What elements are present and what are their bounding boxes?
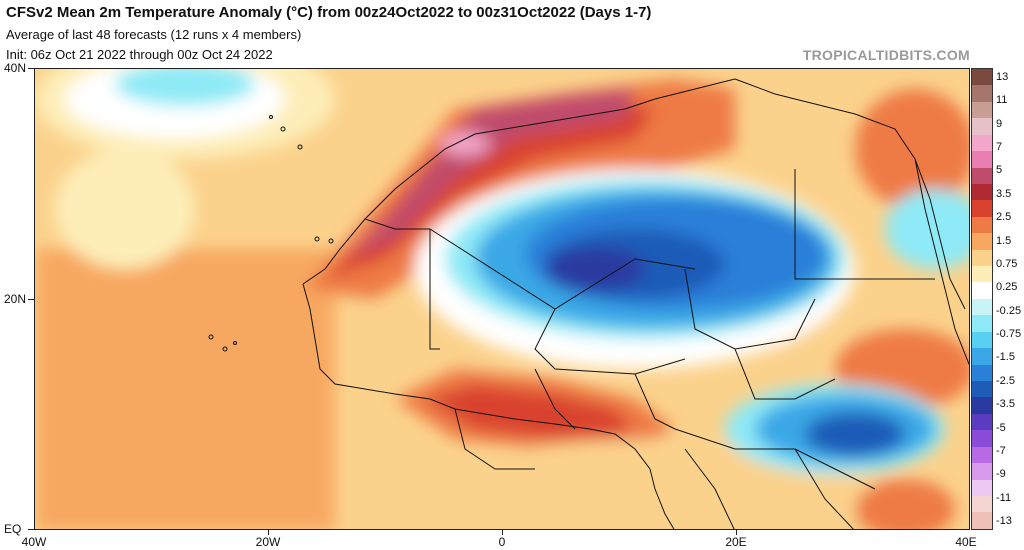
colorbar-tick-label: 0.25 xyxy=(996,281,1018,294)
tick-mark xyxy=(28,68,34,69)
brand-watermark: TROPICALTIDBITS.COM xyxy=(802,47,970,63)
colorbar-tick-label: 7 xyxy=(996,141,1003,154)
colorbar-swatch xyxy=(972,512,992,529)
map-subtitle-forecasts: Average of last 48 forecasts (12 runs x … xyxy=(6,27,302,42)
colorbar-tick-label: -7 xyxy=(996,444,1006,457)
lon-label-20e: 20E xyxy=(725,535,747,549)
colorbar-swatch xyxy=(972,495,992,513)
colorbar-swatch xyxy=(972,446,992,464)
colorbar-swatch xyxy=(972,348,992,365)
colorbar-swatch xyxy=(972,69,992,86)
colorbar-tick-label: 3.5 xyxy=(996,187,1012,200)
colorbar-swatch xyxy=(972,233,992,250)
temperature-anomaly-map xyxy=(34,68,970,530)
colorbar-tick-label: -5 xyxy=(996,421,1006,434)
lat-label-eq: EQ xyxy=(4,522,22,536)
colorbar-swatch xyxy=(972,364,992,382)
lat-label-20n: 20N xyxy=(4,292,27,306)
tick-mark xyxy=(736,530,737,535)
colorbar-swatch xyxy=(972,331,992,349)
lon-label-0: 0 xyxy=(498,535,506,549)
colorbar-tick-label: 13 xyxy=(996,71,1009,83)
colorbar-tick-label: 0.75 xyxy=(996,257,1018,270)
tick-mark xyxy=(268,530,269,535)
colorbar-swatch xyxy=(972,134,992,152)
lat-label-40n: 40N xyxy=(4,61,27,75)
colorbar-tick-label: -9 xyxy=(996,468,1006,481)
map-subtitle-init: Init: 06z Oct 21 2022 through 00z Oct 24… xyxy=(6,47,273,62)
colorbar-swatch xyxy=(972,167,992,184)
colorbar-tick-label: 9 xyxy=(996,117,1003,130)
colorbar-swatch xyxy=(972,282,992,299)
colorbar-swatch xyxy=(972,479,992,496)
colorbar-tick-label: 2.5 xyxy=(996,211,1012,224)
tick-mark xyxy=(502,530,503,535)
colorbar-swatch xyxy=(972,118,992,135)
colorbar-swatch xyxy=(972,463,992,480)
tick-mark xyxy=(28,299,34,300)
colorbar-swatch xyxy=(972,249,992,267)
colorbar-tick-label: -13 xyxy=(996,515,1012,527)
colorbar-swatch xyxy=(972,151,992,168)
colorbar-swatch xyxy=(972,183,992,201)
colorbar-tick-label: -0.75 xyxy=(996,328,1022,341)
colorbar xyxy=(971,68,993,530)
colorbar-swatch xyxy=(972,216,992,234)
colorbar-swatch xyxy=(972,413,992,431)
colorbar-tick-label: -11 xyxy=(996,491,1012,504)
colorbar-swatch xyxy=(972,266,992,283)
colorbar-swatch xyxy=(972,315,992,332)
colorbar-tick-label: 1.5 xyxy=(996,234,1012,247)
colorbar-swatch xyxy=(972,381,992,398)
colorbar-tick-label: 11 xyxy=(996,94,1008,107)
colorbar-tick-label: -1.5 xyxy=(996,351,1015,364)
colorbar-swatch xyxy=(972,101,992,119)
colorbar-swatch xyxy=(972,85,992,102)
tick-mark xyxy=(28,529,34,530)
lon-label-20w: 20W xyxy=(255,535,281,549)
lon-label-40e: 40E xyxy=(955,535,977,549)
map-title: CFSv2 Mean 2m Temperature Anomaly (°C) f… xyxy=(6,4,652,21)
colorbar-tick-label: -0.25 xyxy=(996,304,1022,317)
colorbar-tick-label: -3.5 xyxy=(996,398,1015,411)
lon-label-40w: 40W xyxy=(21,535,47,549)
colorbar-swatch xyxy=(972,298,992,316)
colorbar-swatch xyxy=(972,397,992,414)
colorbar-swatch xyxy=(972,430,992,447)
colorbar-swatch xyxy=(972,200,992,217)
colorbar-tick-label: -2.5 xyxy=(996,374,1015,387)
colorbar-tick-label: 5 xyxy=(996,164,1003,177)
